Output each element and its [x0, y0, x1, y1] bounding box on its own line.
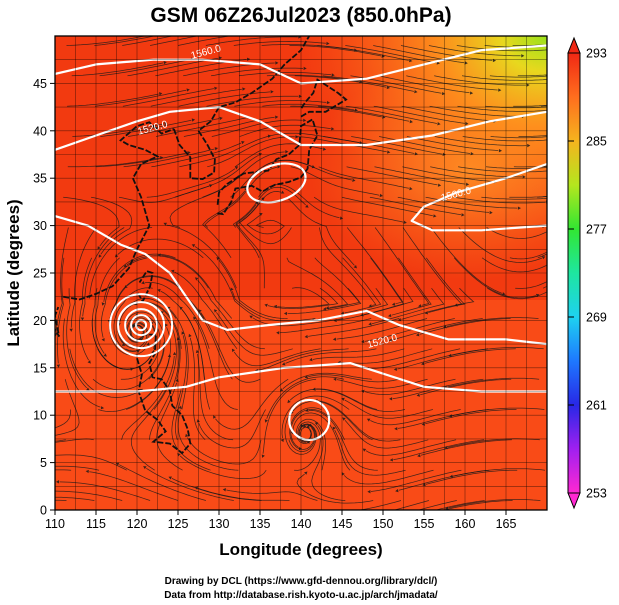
y-axis: 0 5 10 15 20 25 30 35 40 45: [33, 77, 55, 518]
chart-title: GSM 06Z26Jul2023 (850.0hPa): [150, 4, 451, 27]
colorbar-tick-label: 261: [586, 399, 607, 413]
x-tick-label: 160: [455, 517, 476, 531]
y-tick-label: 40: [33, 124, 47, 138]
x-tick-label: 140: [291, 517, 312, 531]
colorbar-bottom-arrow: [567, 492, 581, 510]
x-tick-label: 125: [168, 517, 189, 531]
x-axis-label: Longitude (degrees): [219, 540, 382, 559]
x-tick-label: 110: [45, 517, 65, 531]
y-tick-label: 45: [33, 77, 47, 91]
credit-dcl: Drawing by DCL (https://www.gfd-dennou.o…: [165, 576, 438, 587]
x-tick-label: 155: [414, 517, 435, 531]
credit-data-source: Data from http://database.rish.kyoto-u.a…: [164, 590, 438, 601]
colorbar-top-arrow: [567, 36, 581, 54]
x-tick-label: 165: [496, 517, 517, 531]
y-axis-label: Latitude (degrees): [4, 199, 23, 346]
y-tick-label: 20: [33, 314, 47, 328]
colorbar-tick-label: 269: [586, 311, 607, 325]
x-tick-label: 150: [373, 517, 394, 531]
y-tick-label: 15: [33, 361, 47, 375]
colorbar-tick-label: 285: [586, 135, 607, 149]
x-axis: 110 115 120 125 130 135 140 145 150 155 160 165: [45, 510, 516, 531]
graticule: [55, 36, 547, 510]
colorbar-tick-label: 293: [586, 47, 607, 61]
x-tick-label: 115: [86, 517, 106, 531]
x-tick-label: 145: [332, 517, 353, 531]
y-tick-label: 30: [33, 219, 47, 233]
y-tick-label: 0: [40, 504, 47, 518]
colorbar-tick-label: 277: [586, 223, 607, 237]
y-tick-label: 5: [40, 456, 47, 470]
x-tick-label: 120: [127, 517, 148, 531]
y-tick-label: 35: [33, 172, 47, 186]
y-tick-label: 25: [33, 267, 47, 281]
x-tick-label: 135: [250, 517, 271, 531]
colorbar: 253 261 269 277 285 293: [567, 36, 607, 510]
x-tick-label: 130: [209, 517, 230, 531]
colorbar-ramp: [567, 52, 581, 494]
y-tick-label: 10: [33, 409, 47, 423]
colorbar-tick-label: 253: [586, 487, 607, 501]
